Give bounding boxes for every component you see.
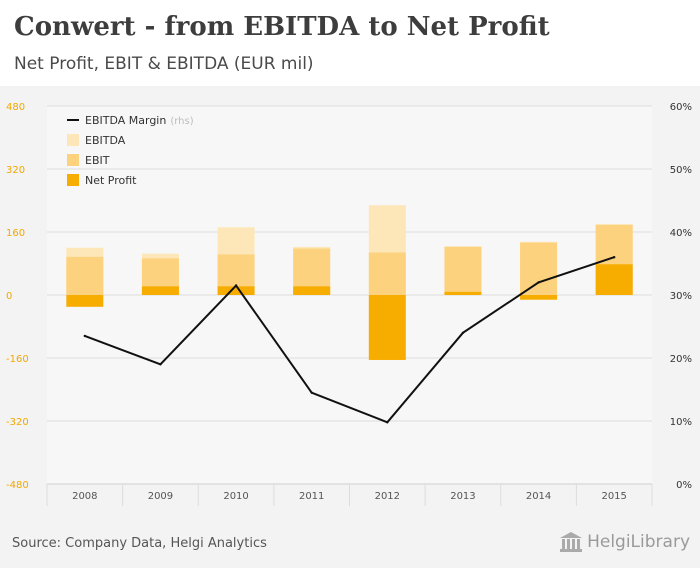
x-axis-tick-label: 2011	[299, 491, 324, 502]
ebitda-margin-point	[537, 281, 540, 284]
right-axis-tick-label: 20%	[670, 354, 692, 365]
ebit-bar	[66, 256, 104, 295]
x-axis-tick-label: 2009	[148, 491, 173, 502]
page-title: Conwert - from EBITDA to Net Profit	[14, 12, 550, 42]
ebitda-margin-point	[83, 334, 87, 338]
right-axis-tick-label: 40%	[670, 228, 692, 239]
ebit-bar	[368, 252, 406, 295]
net-profit-bar	[595, 264, 633, 295]
right-axis-tick-label: 50%	[670, 165, 692, 176]
page-subtitle: Net Profit, EBIT & EBITDA (EUR mil)	[14, 54, 314, 74]
left-axis-tick-label: 0	[6, 291, 12, 302]
x-axis-tick-label: 2014	[526, 491, 551, 502]
left-axis-tick-label: 160	[6, 228, 25, 239]
legend-swatch-ebit	[67, 154, 79, 166]
combo-chart: 480 60% 320 50% 160 40% 0 30% -160 20% -320 10% -480…	[6, 102, 692, 506]
legend-swatch-ebitda	[67, 134, 79, 146]
left-axis-tick-label: -160	[6, 354, 29, 365]
net-profit-bar	[520, 295, 558, 300]
net-profit-bar	[444, 291, 482, 295]
net-profit-bar	[217, 286, 255, 295]
x-axis-tick-label: 2008	[72, 491, 97, 502]
ebitda-margin-point	[461, 331, 465, 334]
ebitda-margin-point	[612, 256, 616, 259]
left-axis-tick-label: 320	[6, 165, 25, 176]
ebitda-margin-point	[310, 391, 313, 394]
chart-area: 480 60% 320 50% 160 40% 0 30% -160 20% -320 10% -480…	[0, 86, 700, 518]
ebitda-margin-point	[159, 363, 162, 366]
left-axis-tick-label: 480	[6, 102, 25, 113]
header: Conwert - from EBITDA to Net Profit Net …	[0, 0, 700, 86]
right-axis-tick-label: 30%	[670, 291, 692, 302]
logo-text: HelgiLibrary	[587, 532, 690, 552]
left-axis-tick-label: -480	[6, 480, 29, 491]
right-axis-tick-label: 60%	[670, 102, 692, 113]
source-note: Source: Company Data, Helgi Analytics	[12, 536, 267, 551]
net-profit-bar	[293, 286, 331, 295]
ebit-bar	[444, 246, 482, 295]
helgi-library-logo: HelgiLibrary	[559, 531, 690, 553]
legend-label: EBITDA	[85, 134, 126, 147]
x-axis-tick-label: 2013	[450, 491, 475, 502]
x-axis-tick-label: 2010	[223, 491, 248, 502]
legend-swatch-net-profit	[67, 174, 79, 186]
net-profit-bar	[66, 295, 104, 307]
x-axis-tick-label: 2015	[601, 491, 626, 502]
left-axis-tick-label: -320	[6, 417, 29, 428]
right-axis-tick-label: 0%	[676, 480, 692, 491]
library-building-icon	[560, 532, 583, 552]
ebitda-margin-line	[84, 256, 615, 424]
legend-label: EBITDA Margin	[85, 114, 166, 127]
legend-label: Net Profit	[85, 174, 137, 187]
legend-label-suffix: (rhs)	[170, 116, 193, 127]
right-axis-tick-label: 10%	[670, 417, 692, 428]
ebitda-margin-point	[386, 421, 389, 424]
legend-label: EBIT	[85, 154, 110, 167]
ebitda-margin-point	[234, 284, 238, 287]
net-profit-bar	[141, 286, 179, 295]
x-axis-tick-label: 2012	[375, 491, 400, 502]
net-profit-bar	[368, 295, 406, 360]
ebit-bar	[520, 242, 558, 295]
